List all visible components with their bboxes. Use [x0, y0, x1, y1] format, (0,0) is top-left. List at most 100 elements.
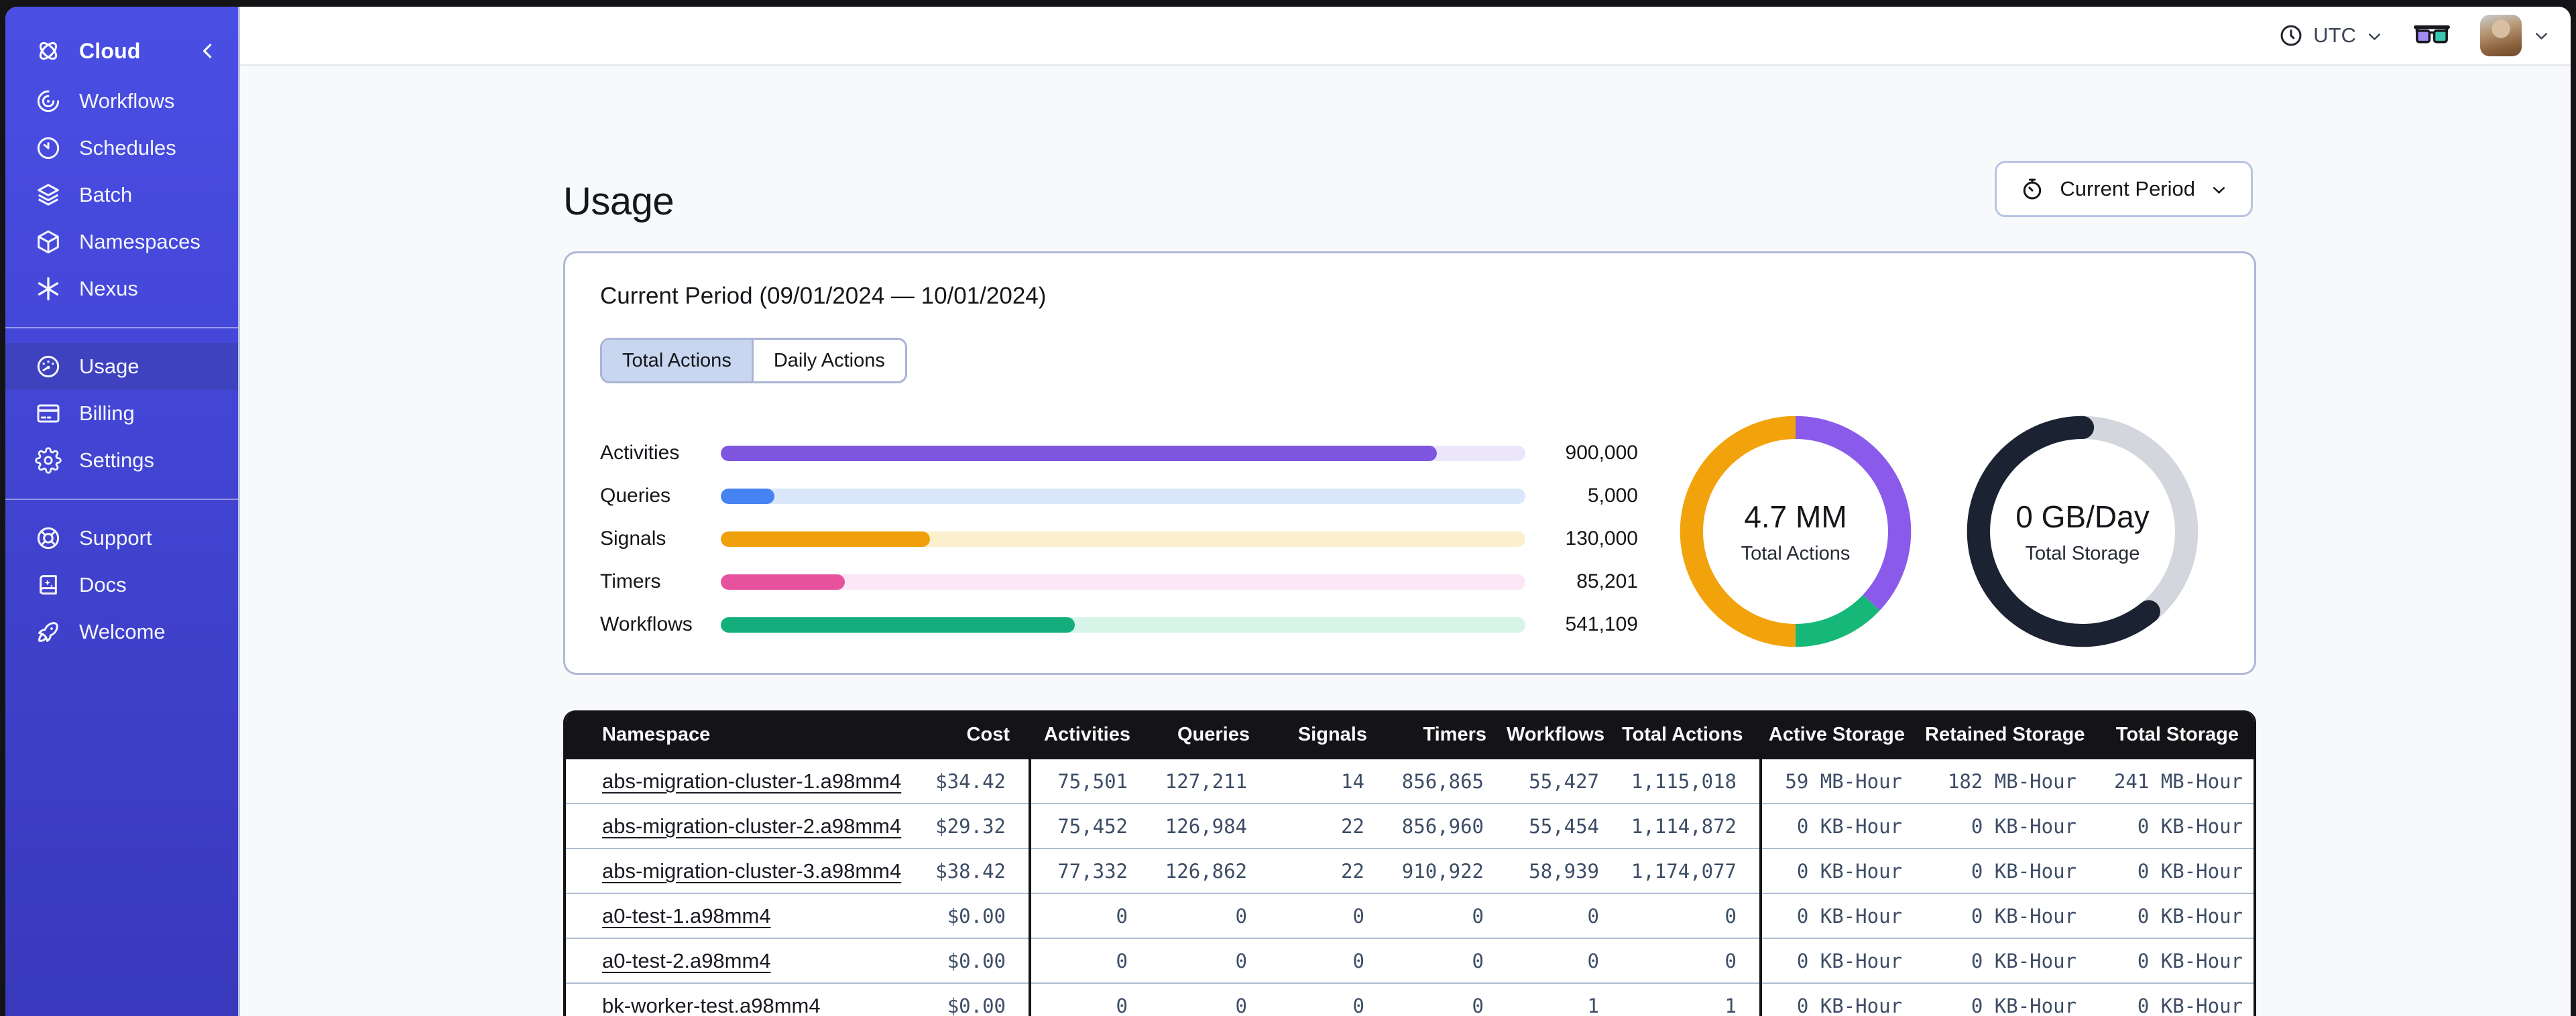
- cell-active-storage: 0 KB-Hour: [1759, 893, 1925, 938]
- sidebar-item-label: Batch: [79, 183, 133, 206]
- table-row: abs-migration-cluster-3.a98mm4 $38.42 77,3…: [566, 848, 2253, 893]
- sidebar-item-billing[interactable]: Billing: [5, 390, 238, 437]
- cell-cost: $0.00: [888, 893, 1030, 938]
- sidebar-item-namespaces[interactable]: Namespaces: [5, 218, 238, 265]
- cell-timers: 0: [1387, 982, 1507, 1016]
- avatar: [2480, 15, 2522, 56]
- sidebar-item-label: Docs: [79, 573, 127, 596]
- docs-icon: [35, 572, 62, 598]
- usage-bar-row: Queries 5,000: [600, 474, 1638, 517]
- cell-signals: 0: [1270, 938, 1387, 983]
- cell-queries: 0: [1151, 982, 1270, 1016]
- sidebar-item-workflows[interactable]: Workflows: [5, 78, 238, 125]
- donut-total-storage: 0 GB/Day Total Storage: [1963, 411, 2203, 651]
- bar-fill: [721, 617, 1075, 633]
- donut-value: 0 GB/Day: [2015, 499, 2150, 534]
- cell-retained-storage: 182 MB-Hour: [1925, 759, 2099, 804]
- cell-namespace: abs-migration-cluster-2.a98mm4: [566, 803, 901, 848]
- sidebar-item-label: Nexus: [79, 277, 138, 300]
- namespace-link[interactable]: a0-test-2.a98mm4: [602, 948, 771, 972]
- cell-active-storage: 0 KB-Hour: [1759, 848, 1925, 893]
- bar-label: Timers: [600, 570, 661, 592]
- usage-bar-row: Signals 130,000: [600, 517, 1638, 560]
- col-header-retained-storage: Retained Storage: [1925, 710, 2099, 759]
- sidebar-item-support[interactable]: Support: [5, 515, 238, 562]
- col-header-cost: Cost: [888, 710, 1030, 759]
- glasses-icon[interactable]: [2413, 24, 2451, 47]
- sidebar-item-label: Workflows: [79, 89, 175, 113]
- timezone-label: UTC: [2313, 23, 2356, 47]
- bar-label: Workflows: [600, 613, 693, 635]
- donut-label: Total Storage: [2025, 542, 2140, 564]
- cell-retained-storage: 0 KB-Hour: [1925, 938, 2099, 983]
- cell-active-storage: 0 KB-Hour: [1759, 803, 1925, 848]
- sidebar-item-nexus[interactable]: Nexus: [5, 265, 238, 312]
- cell-activities: 0: [1029, 893, 1151, 938]
- tab-daily-actions[interactable]: Daily Actions: [751, 340, 905, 381]
- sidebar-nav: Workflows Schedules Batch Namespaces Nexus Us…: [5, 78, 238, 655]
- sidebar-item-welcome[interactable]: Welcome: [5, 609, 238, 655]
- cell-namespace: bk-worker-test.a98mm4: [566, 982, 888, 1016]
- cell-workflows: 55,427: [1507, 759, 1622, 804]
- namespace-link[interactable]: abs-migration-cluster-2.a98mm4: [602, 814, 902, 838]
- cell-total-storage: 0 KB-Hour: [2099, 848, 2253, 893]
- table-row: a0-test-2.a98mm4 $0.00 0 0 0 0 0 0 0 KB-Hour 0 KB…: [566, 938, 2253, 983]
- bar-track: [721, 574, 1525, 590]
- timezone-selector[interactable]: UTC: [2278, 23, 2384, 48]
- col-header-workflows: Workflows: [1507, 710, 1622, 759]
- donut-label: Total Actions: [1741, 542, 1851, 564]
- table-row: a0-test-1.a98mm4 $0.00 0 0 0 0 0 0 0 KB-Hour 0 KB…: [566, 893, 2253, 938]
- sidebar-item-schedules[interactable]: Schedules: [5, 125, 238, 172]
- period-selector-button[interactable]: Current Period: [1995, 161, 2253, 217]
- namespace-link[interactable]: abs-migration-cluster-1.a98mm4: [602, 769, 902, 793]
- cell-activities: 75,452: [1029, 803, 1151, 848]
- bar-fill: [721, 488, 775, 504]
- sidebar-item-usage[interactable]: Usage: [5, 343, 238, 390]
- period-selector-label: Current Period: [2060, 177, 2195, 200]
- col-header-active-storage: Active Storage: [1761, 710, 1925, 759]
- sidebar-item-docs[interactable]: Docs: [5, 562, 238, 609]
- sidebar-item-label: Settings: [79, 448, 155, 472]
- tab-total-actions[interactable]: Total Actions: [602, 340, 752, 381]
- col-header-signals: Signals: [1270, 710, 1387, 759]
- cell-retained-storage: 0 KB-Hour: [1925, 982, 2099, 1016]
- topbar: UTC: [240, 7, 2571, 66]
- cell-activities: 0: [1029, 982, 1151, 1016]
- namespace-link[interactable]: bk-worker-test.a98mm4: [602, 993, 821, 1016]
- sidebar-item-settings[interactable]: Settings: [5, 437, 238, 484]
- sidebar-collapse-button[interactable]: [196, 40, 219, 62]
- bar-value: 85,201: [1576, 570, 1638, 592]
- cell-timers: 856,865: [1387, 759, 1507, 804]
- cell-total-storage: 241 MB-Hour: [2099, 759, 2253, 804]
- sidebar-item-label: Usage: [79, 355, 139, 378]
- cell-queries: 127,211: [1151, 759, 1270, 804]
- cell-total-storage: 0 KB-Hour: [2099, 938, 2253, 983]
- cell-total-actions: 0: [1622, 938, 1761, 983]
- sidebar-brand[interactable]: Cloud: [5, 24, 238, 78]
- cell-queries: 0: [1151, 938, 1270, 983]
- brand-label: Cloud: [79, 38, 141, 63]
- usage-bar-chart: Activities 900,000 Queries 5,000 Signals 130,…: [600, 432, 1638, 646]
- bar-fill: [721, 574, 845, 590]
- cell-total-actions: 1,114,872: [1622, 803, 1761, 848]
- support-icon: [35, 525, 62, 552]
- cell-signals: 14: [1270, 759, 1387, 804]
- bar-track: [721, 488, 1525, 504]
- user-menu[interactable]: [2480, 15, 2551, 56]
- col-header-total-storage: Total Storage: [2099, 710, 2253, 759]
- cell-retained-storage: 0 KB-Hour: [1925, 893, 2099, 938]
- bar-value: 130,000: [1565, 527, 1638, 550]
- sidebar-item-batch[interactable]: Batch: [5, 172, 238, 218]
- cell-retained-storage: 0 KB-Hour: [1925, 803, 2099, 848]
- cell-workflows: 55,454: [1507, 803, 1622, 848]
- sidebar-item-label: Schedules: [79, 136, 176, 160]
- cell-timers: 910,922: [1387, 848, 1507, 893]
- sidebar-item-label: Welcome: [79, 620, 166, 643]
- sidebar-item-label: Billing: [79, 401, 135, 425]
- namespace-link[interactable]: abs-migration-cluster-3.a98mm4: [602, 859, 902, 883]
- settings-icon: [35, 447, 62, 474]
- cell-workflows: 0: [1507, 938, 1622, 983]
- cell-activities: 75,501: [1029, 759, 1151, 804]
- cell-cost: $34.42: [888, 759, 1030, 804]
- namespace-link[interactable]: a0-test-1.a98mm4: [602, 903, 771, 928]
